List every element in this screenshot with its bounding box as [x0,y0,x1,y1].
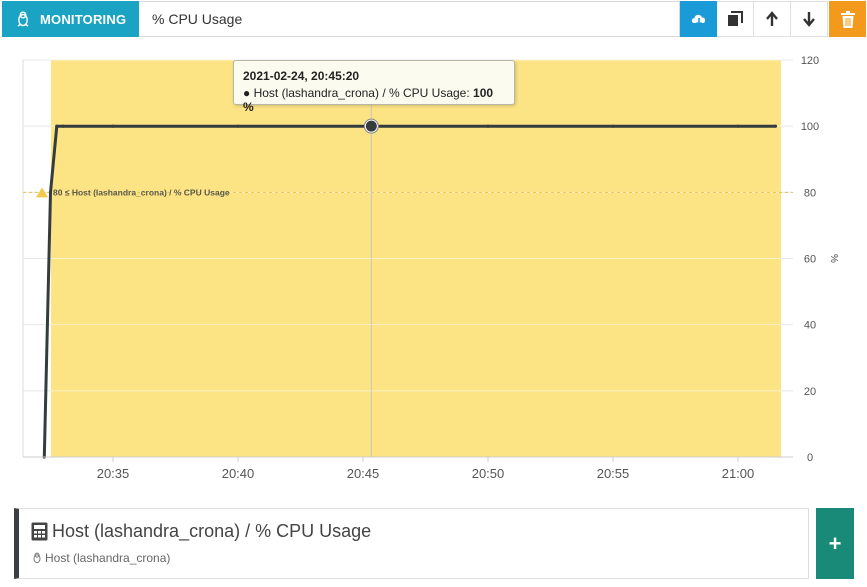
x-tick-label: 20:50 [472,466,505,481]
x-tick-label: 20:55 [597,466,630,481]
legend-title-row: Host (lashandra_crona) / % CPU Usage [31,521,371,542]
arrow-down-icon [803,12,815,27]
warning-triangle-icon [36,187,48,198]
x-tick-label: 20:35 [97,466,130,481]
data-point [61,124,65,128]
copy-icon [728,11,743,26]
data-point [773,124,778,128]
chart-title-field[interactable]: % CPU Usage [139,1,680,37]
y-axis: 0 20 40 60 80 100 120 [801,55,819,464]
tooltip-date: 2021-02-24, 20:45:20 [243,69,360,83]
highlight-point [365,120,377,132]
monitoring-badge[interactable]: MONITORING [2,1,139,37]
y-tick-label: 0 [807,452,813,464]
monitoring-label: MONITORING [40,11,127,27]
y-tick-label: 80 [804,187,816,199]
toolbar: MONITORING % CPU Usage [0,0,867,38]
y-tick-label: 100 [801,121,819,133]
chart-title: % CPU Usage [152,11,243,27]
data-point [611,124,615,128]
x-axis: 20:35 20:40 20:45 20:50 20:55 21:00 [23,456,793,481]
y-tick-label: 60 [804,254,816,266]
trash-icon [840,10,855,28]
data-point [236,124,240,128]
tooltip-series-row: ● Host (lashandra_crona) / % CPU Usage: … [243,86,505,114]
threshold-label: 80 ≤ Host (lashandra_crona) / % CPU Usag… [53,187,230,197]
move-up-button[interactable] [754,1,791,37]
data-point [48,190,53,194]
arrow-up-icon [766,11,778,26]
calculator-icon [31,522,48,541]
series-points [42,118,778,459]
linux-icon [17,11,29,27]
tooltip-series: ● Host (lashandra_crona) / % CPU Usage: [243,86,474,100]
tooltip-value: 100 % [243,86,494,114]
series-legend[interactable]: Host (lashandra_crona) / % CPU Usage Hos… [14,508,809,579]
duplicate-button[interactable] [717,1,754,37]
data-point [111,124,115,128]
data-point [736,124,740,128]
add-series-button[interactable]: + [816,508,854,579]
legend-subtitle: Host (lashandra_crona) [45,551,171,565]
move-down-button[interactable] [791,1,828,37]
data-point [55,124,59,128]
data-point [486,124,490,128]
legend-subtitle-row: Host (lashandra_crona) [32,551,170,565]
download-button[interactable] [680,1,717,37]
y-tick-label: 20 [804,386,816,398]
x-tick-label: 21:00 [722,466,755,481]
x-tick-label: 20:45 [347,466,380,481]
chart-tooltip: 2021-02-24, 20:45:20 ● Host (lashandra_c… [233,60,515,114]
x-tick-label: 20:40 [222,466,255,481]
plus-icon: + [828,530,842,556]
legend-title: Host (lashandra_crona) / % CPU Usage [52,521,372,541]
delete-button[interactable] [829,1,866,37]
cloud-download-icon [691,14,705,27]
linux-icon [33,552,41,564]
y-axis-label: % [828,254,839,263]
y-tick-label: 40 [804,320,816,332]
cpu-usage-chart[interactable]: 80 ≤ Host (lashandra_crona) / % CPU Usag… [0,40,867,495]
y-tick-label: 120 [801,55,819,67]
